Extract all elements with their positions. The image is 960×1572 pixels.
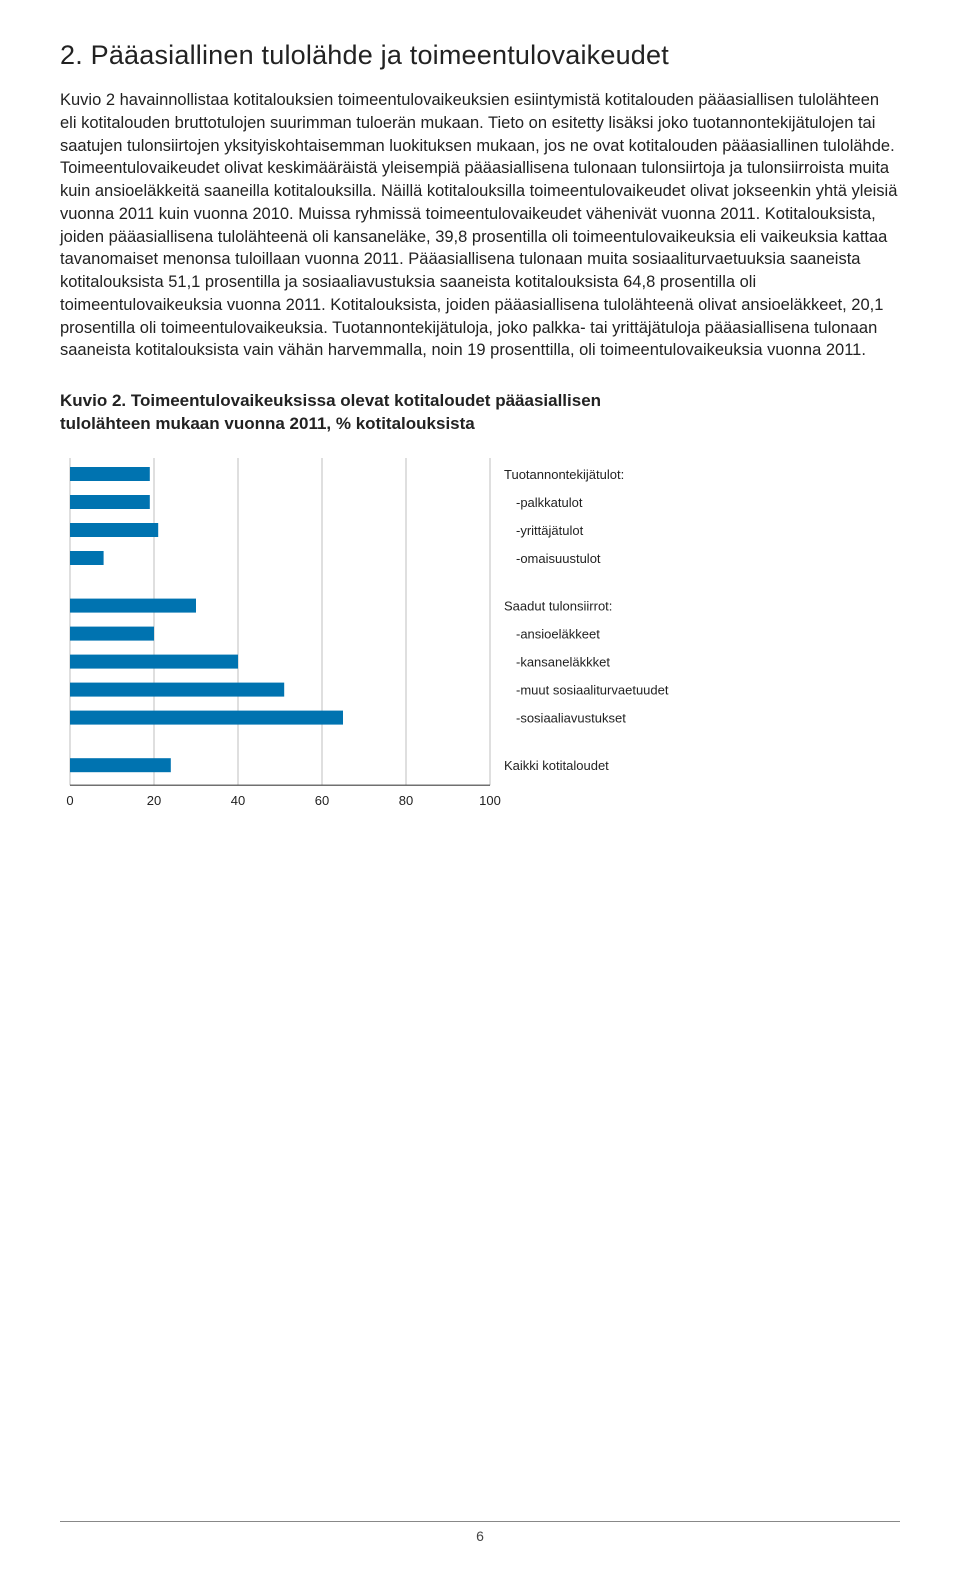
chart-bar <box>70 599 196 613</box>
chart-row-label: Tuotannontekijätulot: <box>504 467 624 482</box>
body-paragraph: Kuvio 2 havainnollistaa kotitalouksien t… <box>60 89 900 362</box>
page-footer: 6 <box>60 1521 900 1544</box>
x-tick-label: 100 <box>479 793 501 808</box>
chart-row-label: Saadut tulonsiirrot: <box>504 599 612 614</box>
bar-chart: 0 20 40 60 80 100 Tuotannontekijätulot: -palkka… <box>60 450 700 813</box>
figure-caption-line1: Kuvio 2. Toimeentulovaikeuksissa olevat … <box>60 391 601 410</box>
figure-caption: Kuvio 2. Toimeentulovaikeuksissa olevat … <box>60 390 900 436</box>
chart-bar <box>70 711 343 725</box>
chart-row-label: -muut sosiaaliturvaetuudet <box>516 683 669 698</box>
figure-caption-line2: tulolähteen mukaan vuonna 2011, % kotita… <box>60 414 475 433</box>
x-tick-label: 20 <box>147 793 161 808</box>
chart-row-label: -yrittäjätulot <box>516 523 584 538</box>
chart-row-label: -ansioeläkkeet <box>516 627 600 642</box>
x-tick-label: 40 <box>231 793 245 808</box>
chart-bar <box>70 551 104 565</box>
chart-bar <box>70 655 238 669</box>
chart-bar <box>70 683 284 697</box>
chart-row-label: -palkkatulot <box>516 495 583 510</box>
chart-bar <box>70 758 171 772</box>
chart-row-label: -sosiaaliavustukset <box>516 711 626 726</box>
chart-row-label: Kaikki kotitaloudet <box>504 758 609 773</box>
chart-bar <box>70 495 150 509</box>
page-number: 6 <box>476 1528 484 1544</box>
x-tick-label: 80 <box>399 793 413 808</box>
section-heading: 2. Pääasiallinen tulolähde ja toimeentul… <box>60 40 900 71</box>
chart-row-label: -kansaneläkkket <box>516 655 610 670</box>
x-tick-label: 0 <box>66 793 73 808</box>
x-tick-label: 60 <box>315 793 329 808</box>
chart-bar <box>70 467 150 481</box>
chart-bar <box>70 627 154 641</box>
chart-row-label: -omaisuustulot <box>516 551 601 566</box>
chart-bar <box>70 523 158 537</box>
